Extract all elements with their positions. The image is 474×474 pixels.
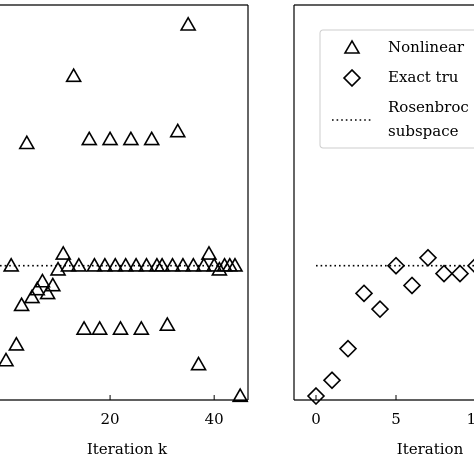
data-point xyxy=(354,284,374,303)
data-point xyxy=(153,257,171,272)
data-point xyxy=(143,130,161,146)
data-point xyxy=(466,258,474,273)
legend-label: subspace xyxy=(388,122,459,140)
data-point xyxy=(226,257,244,272)
x-tick-label: 0 xyxy=(311,410,321,428)
data-point xyxy=(54,245,72,260)
data-point xyxy=(338,339,358,358)
data-point xyxy=(322,371,342,390)
data-point xyxy=(184,257,202,272)
data-point xyxy=(138,257,155,272)
data-point xyxy=(96,257,114,272)
data-point xyxy=(127,257,145,272)
data-point xyxy=(200,245,218,260)
x-axis-label: Iteration xyxy=(397,440,464,458)
x-tick-label: 10 xyxy=(466,410,474,428)
data-point xyxy=(23,288,41,304)
data-point xyxy=(306,386,326,406)
data-point xyxy=(8,336,25,351)
data-point xyxy=(91,320,109,335)
data-point xyxy=(386,256,406,275)
data-point xyxy=(195,257,213,272)
data-point xyxy=(86,257,103,272)
legend-label: Nonlinear xyxy=(388,38,465,56)
data-point xyxy=(2,257,20,272)
data-point xyxy=(231,387,249,403)
data-point xyxy=(210,261,228,276)
data-point xyxy=(190,355,207,371)
data-point xyxy=(65,67,83,83)
legend-marker xyxy=(342,68,362,88)
data-point xyxy=(117,257,135,272)
data-point xyxy=(169,122,187,138)
data-point xyxy=(174,257,192,272)
data-point xyxy=(60,257,77,272)
legend-box xyxy=(319,29,474,149)
data-point xyxy=(0,351,15,367)
data-point xyxy=(70,257,88,272)
data-point xyxy=(370,300,390,319)
data-point xyxy=(122,130,140,146)
x-tick-label: 20 xyxy=(101,410,120,428)
legend-marker xyxy=(343,39,361,54)
data-point xyxy=(28,280,46,296)
data-point xyxy=(75,320,93,335)
x-tick-label: 5 xyxy=(391,410,401,428)
data-point xyxy=(49,261,67,276)
data-point xyxy=(18,134,36,150)
x-tick-label: 40 xyxy=(205,410,224,428)
legend-label: Exact tru xyxy=(388,68,459,86)
x-axis-label: Iteration k xyxy=(87,440,168,458)
data-point xyxy=(434,264,454,283)
data-point xyxy=(34,272,51,288)
data-point xyxy=(80,130,98,146)
data-point xyxy=(132,320,150,335)
data-point xyxy=(402,276,422,295)
data-point xyxy=(39,284,57,300)
data-point xyxy=(13,296,30,312)
data-point xyxy=(164,257,181,272)
legend-label: Rosenbroc xyxy=(388,98,469,116)
data-point xyxy=(179,16,197,31)
data-point xyxy=(112,320,129,335)
data-point xyxy=(44,276,62,292)
data-point xyxy=(101,130,119,146)
data-point xyxy=(158,316,176,332)
data-point xyxy=(450,264,470,283)
data-point xyxy=(106,257,124,272)
